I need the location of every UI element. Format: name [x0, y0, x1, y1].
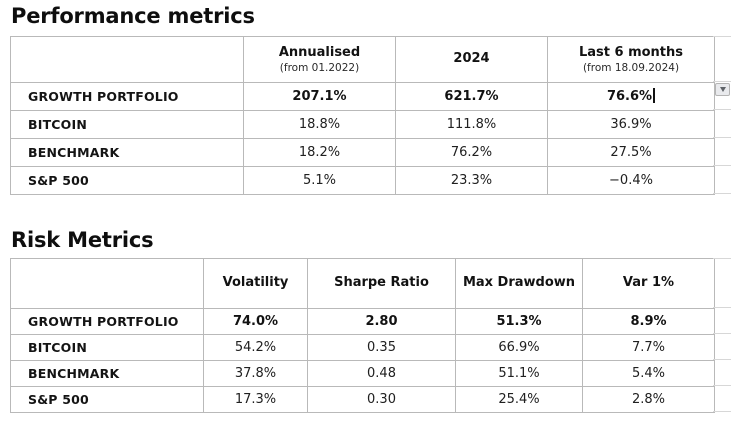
gridline-extension — [713, 258, 731, 259]
metric-value: 5.1% — [243, 166, 396, 195]
gridline-extension — [713, 36, 731, 37]
metric-value: 36.9% — [547, 110, 715, 139]
metric-value: 111.8% — [395, 110, 548, 139]
column-header-var-1pct: Var 1% — [582, 258, 715, 309]
gridline-extension — [713, 109, 731, 110]
metric-value: 37.8% — [203, 360, 308, 387]
table-row-benchmark: BENCHMARK 18.2% 76.2% 27.5% — [10, 138, 715, 167]
risk-table: Volatility Sharpe Ratio Max Drawdown Var… — [10, 258, 715, 413]
column-header-label: Sharpe Ratio — [334, 275, 429, 291]
column-header-max-drawdown: Max Drawdown — [455, 258, 583, 309]
metric-value: 51.3% — [455, 308, 583, 335]
column-header-annualised: Annualised (from 01.2022) — [243, 36, 396, 83]
metric-value: 2.8% — [582, 386, 715, 413]
performance-table: Annualised (from 01.2022) 2024 Last 6 mo… — [10, 36, 715, 195]
metric-value: 7.7% — [582, 334, 715, 361]
metric-value: 17.3% — [203, 386, 308, 413]
column-header-label: 2024 — [453, 51, 490, 67]
row-label: S&P 500 — [10, 386, 204, 413]
gridline-extension — [713, 385, 731, 386]
metric-value: 5.4% — [582, 360, 715, 387]
table-row-benchmark: BENCHMARK 37.8% 0.48 51.1% 5.4% — [10, 360, 715, 387]
metric-value: 0.48 — [307, 360, 456, 387]
table-row-bitcoin: BITCOIN 18.8% 111.8% 36.9% — [10, 110, 715, 139]
active-cell-value: 76.6% — [606, 89, 653, 104]
gridline-extension — [713, 333, 731, 334]
table-row-sp500: S&P 500 5.1% 23.3% −0.4% — [10, 166, 715, 195]
gridline-extension — [713, 307, 731, 308]
performance-title: Performance metrics — [11, 4, 255, 28]
row-label: GROWTH PORTFOLIO — [10, 82, 244, 111]
empty-header-cell — [10, 36, 244, 83]
column-header-2024: 2024 — [395, 36, 548, 83]
gridline-extension — [713, 193, 731, 194]
row-label: BENCHMARK — [10, 360, 204, 387]
empty-header-cell — [10, 258, 204, 309]
metric-value: −0.4% — [547, 166, 715, 195]
metric-value: 76.2% — [395, 138, 548, 167]
gridline-extension — [713, 81, 731, 82]
column-header-label: Annualised — [278, 44, 361, 60]
metric-value: 2.80 — [307, 308, 456, 335]
column-header-label: Var 1% — [622, 275, 675, 291]
metric-value: 23.3% — [395, 166, 548, 195]
metric-value: 54.2% — [203, 334, 308, 361]
column-header-label: Volatility — [222, 275, 289, 291]
gridline-extension — [713, 165, 731, 166]
row-label: GROWTH PORTFOLIO — [10, 308, 204, 335]
metric-value: 8.9% — [582, 308, 715, 335]
text-caret — [653, 88, 656, 103]
metric-value: 207.1% — [243, 82, 396, 111]
risk-header-row: Volatility Sharpe Ratio Max Drawdown Var… — [10, 258, 715, 309]
metric-value: 18.2% — [243, 138, 396, 167]
metric-value: 27.5% — [547, 138, 715, 167]
column-header-volatility: Volatility — [203, 258, 308, 309]
metric-value: 0.35 — [307, 334, 456, 361]
table-row-sp500: S&P 500 17.3% 0.30 25.4% 2.8% — [10, 386, 715, 413]
row-label: BITCOIN — [10, 334, 204, 361]
row-label: BENCHMARK — [10, 138, 244, 167]
row-label: S&P 500 — [10, 166, 244, 195]
column-header-sharpe-ratio: Sharpe Ratio — [307, 258, 456, 309]
gridline-extension — [713, 359, 731, 360]
column-header-subtext: (from 18.09.2024) — [582, 61, 680, 74]
dropdown-arrow-icon — [719, 87, 726, 92]
column-header-subtext: (from 01.2022) — [279, 61, 360, 74]
metric-value: 25.4% — [455, 386, 583, 413]
table-row-growth-portfolio: GROWTH PORTFOLIO 207.1% 621.7% 76.6% — [10, 82, 715, 111]
gridline-extension — [713, 137, 731, 138]
table-row-growth-portfolio: GROWTH PORTFOLIO 74.0% 2.80 51.3% 8.9% — [10, 308, 715, 335]
metric-value: 51.1% — [455, 360, 583, 387]
performance-header-row: Annualised (from 01.2022) 2024 Last 6 mo… — [10, 36, 715, 83]
row-label: BITCOIN — [10, 110, 244, 139]
table-row-bitcoin: BITCOIN 54.2% 0.35 66.9% 7.7% — [10, 334, 715, 361]
metric-value: 66.9% — [455, 334, 583, 361]
column-header-label: Max Drawdown — [462, 275, 576, 291]
cell-dropdown-button[interactable] — [715, 83, 730, 96]
metric-value: 74.0% — [203, 308, 308, 335]
column-header-last-6-months: Last 6 months (from 18.09.2024) — [547, 36, 715, 83]
metric-value: 621.7% — [395, 82, 548, 111]
active-cell-editor[interactable]: 76.6% — [547, 82, 715, 111]
metric-value: 18.8% — [243, 110, 396, 139]
column-header-label: Last 6 months — [578, 44, 684, 60]
metric-value: 0.30 — [307, 386, 456, 413]
risk-title: Risk Metrics — [11, 228, 154, 252]
gridline-extension — [713, 411, 731, 412]
